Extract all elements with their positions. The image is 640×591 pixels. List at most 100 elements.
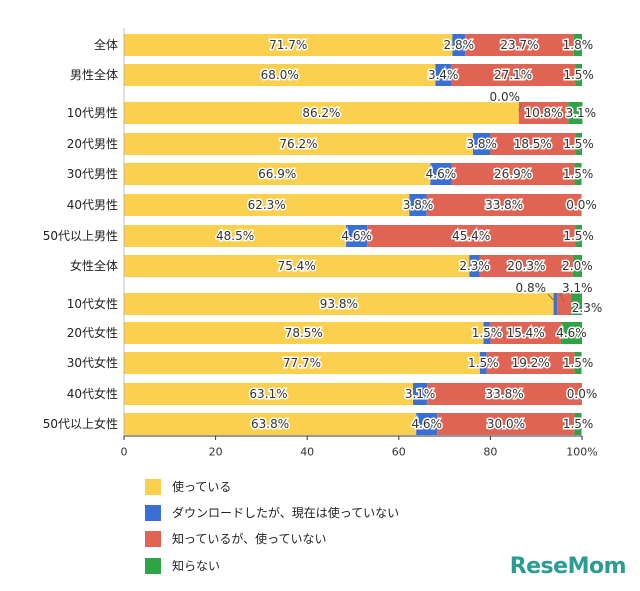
resemom-logo: ReseMom — [509, 554, 627, 579]
bar-segment — [426, 194, 582, 216]
x-tick-label: 20 — [209, 446, 223, 459]
data-label: 4.6% — [411, 417, 442, 431]
x-tick-label: 0 — [121, 446, 128, 459]
bar-segment — [124, 102, 519, 124]
data-label: 4.6% — [426, 167, 457, 181]
data-label: 45.4% — [452, 229, 490, 243]
data-label: 1.5% — [468, 356, 499, 370]
category-label: 30代男性 — [67, 167, 118, 181]
data-label: 1.5% — [563, 68, 594, 82]
category-label: 40代男性 — [67, 198, 118, 212]
bar-segment — [124, 133, 473, 155]
data-label: 77.7% — [283, 356, 321, 370]
data-label: 3.1% — [562, 281, 593, 295]
bar-segment — [409, 194, 427, 216]
bar-segment — [416, 413, 438, 435]
bar-segment — [560, 322, 582, 344]
data-label: 20.3% — [507, 259, 545, 273]
bar-segment — [490, 322, 561, 344]
data-label: 30.0% — [487, 417, 525, 431]
leader-line — [518, 102, 523, 112]
legend-swatch — [145, 479, 161, 495]
bar-segment — [124, 194, 410, 216]
category-label: 10代女性 — [67, 296, 118, 311]
data-label: 4.6% — [341, 229, 372, 243]
data-label: 1.5% — [563, 137, 594, 151]
bar-segment — [573, 34, 582, 56]
data-label: 3.8% — [403, 198, 434, 212]
category-label: 50代以上女性 — [43, 416, 118, 431]
data-label: 4.6% — [556, 326, 587, 340]
data-label: 26.9% — [494, 167, 532, 181]
bar-segment — [346, 225, 368, 247]
data-label: 1.5% — [563, 167, 594, 181]
data-label: 1.5% — [563, 356, 594, 370]
bar-segment — [472, 133, 491, 155]
bar-segment — [469, 255, 480, 277]
bar-segment — [451, 64, 576, 86]
bar-segment — [483, 322, 491, 344]
data-label: 62.3% — [248, 198, 286, 212]
data-label: 1.5% — [472, 326, 503, 340]
category-label: 10代男性 — [67, 106, 118, 120]
data-label: 63.1% — [249, 387, 287, 401]
legend-label: 知っているが、使っていない — [172, 531, 327, 546]
legend-swatch — [145, 505, 161, 521]
data-label: 2.3% — [572, 301, 603, 315]
bar-segment — [574, 352, 582, 374]
data-label: 10.8% — [524, 106, 562, 120]
bar-segment — [575, 64, 582, 86]
bar-segment — [479, 352, 487, 374]
data-label: 33.8% — [485, 198, 523, 212]
bar-segment — [124, 34, 453, 56]
data-label: 1.5% — [563, 229, 594, 243]
bar-segment — [124, 64, 436, 86]
bar-segment — [451, 163, 575, 185]
data-label: 68.0% — [261, 68, 299, 82]
bar-segment — [430, 163, 452, 185]
data-label: 27.1% — [494, 68, 532, 82]
bar-segment — [437, 413, 575, 435]
bar-segment — [124, 413, 417, 435]
category-label: 30代女性 — [67, 355, 118, 370]
data-label: 0.0% — [490, 90, 521, 104]
data-label: 3.1% — [405, 387, 436, 401]
bar-segment — [490, 133, 576, 155]
bar-segment — [575, 225, 582, 247]
data-label: 0.0% — [567, 387, 598, 401]
data-label: 75.4% — [278, 259, 316, 273]
category-label: 女性全体 — [70, 258, 118, 273]
bar-segment — [571, 293, 582, 315]
bar-segment — [124, 293, 554, 315]
data-label: 2.0% — [562, 259, 593, 273]
bar-segment — [435, 64, 452, 86]
data-label: 0.8% — [516, 281, 547, 295]
bar-segment — [568, 102, 583, 124]
bar-segment — [124, 255, 470, 277]
legend-swatch — [145, 531, 161, 547]
data-label: 19.2% — [512, 356, 550, 370]
legend-swatch — [145, 558, 161, 574]
bar-segment — [367, 225, 576, 247]
bar-segment — [575, 133, 582, 155]
data-label: 2.8% — [444, 38, 475, 52]
bar-segment — [124, 352, 480, 374]
data-label: 33.8% — [486, 387, 524, 401]
leader-line — [547, 293, 556, 303]
legend-label: ダウンロードしたが、現在は使っていない — [172, 505, 399, 520]
bar-segment — [572, 255, 582, 277]
category-label: 40代女性 — [67, 386, 118, 401]
data-label: 86.2% — [302, 106, 340, 120]
bar-segment — [553, 293, 558, 315]
data-label: 2.3% — [459, 259, 490, 273]
data-label: 93.8% — [320, 297, 358, 311]
data-label: 48.5% — [216, 229, 254, 243]
data-label: 0.0% — [566, 198, 597, 212]
data-label: 3.4% — [428, 68, 459, 82]
bar-segment — [465, 34, 574, 56]
category-label: 20代女性 — [67, 325, 118, 340]
x-tick-label: 80 — [483, 446, 497, 459]
data-label: 78.5% — [285, 326, 323, 340]
